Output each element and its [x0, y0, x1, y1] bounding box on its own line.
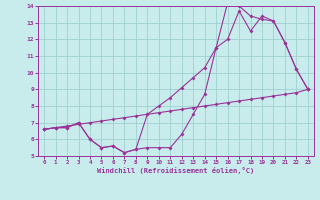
X-axis label: Windchill (Refroidissement éolien,°C): Windchill (Refroidissement éolien,°C)	[97, 167, 255, 174]
